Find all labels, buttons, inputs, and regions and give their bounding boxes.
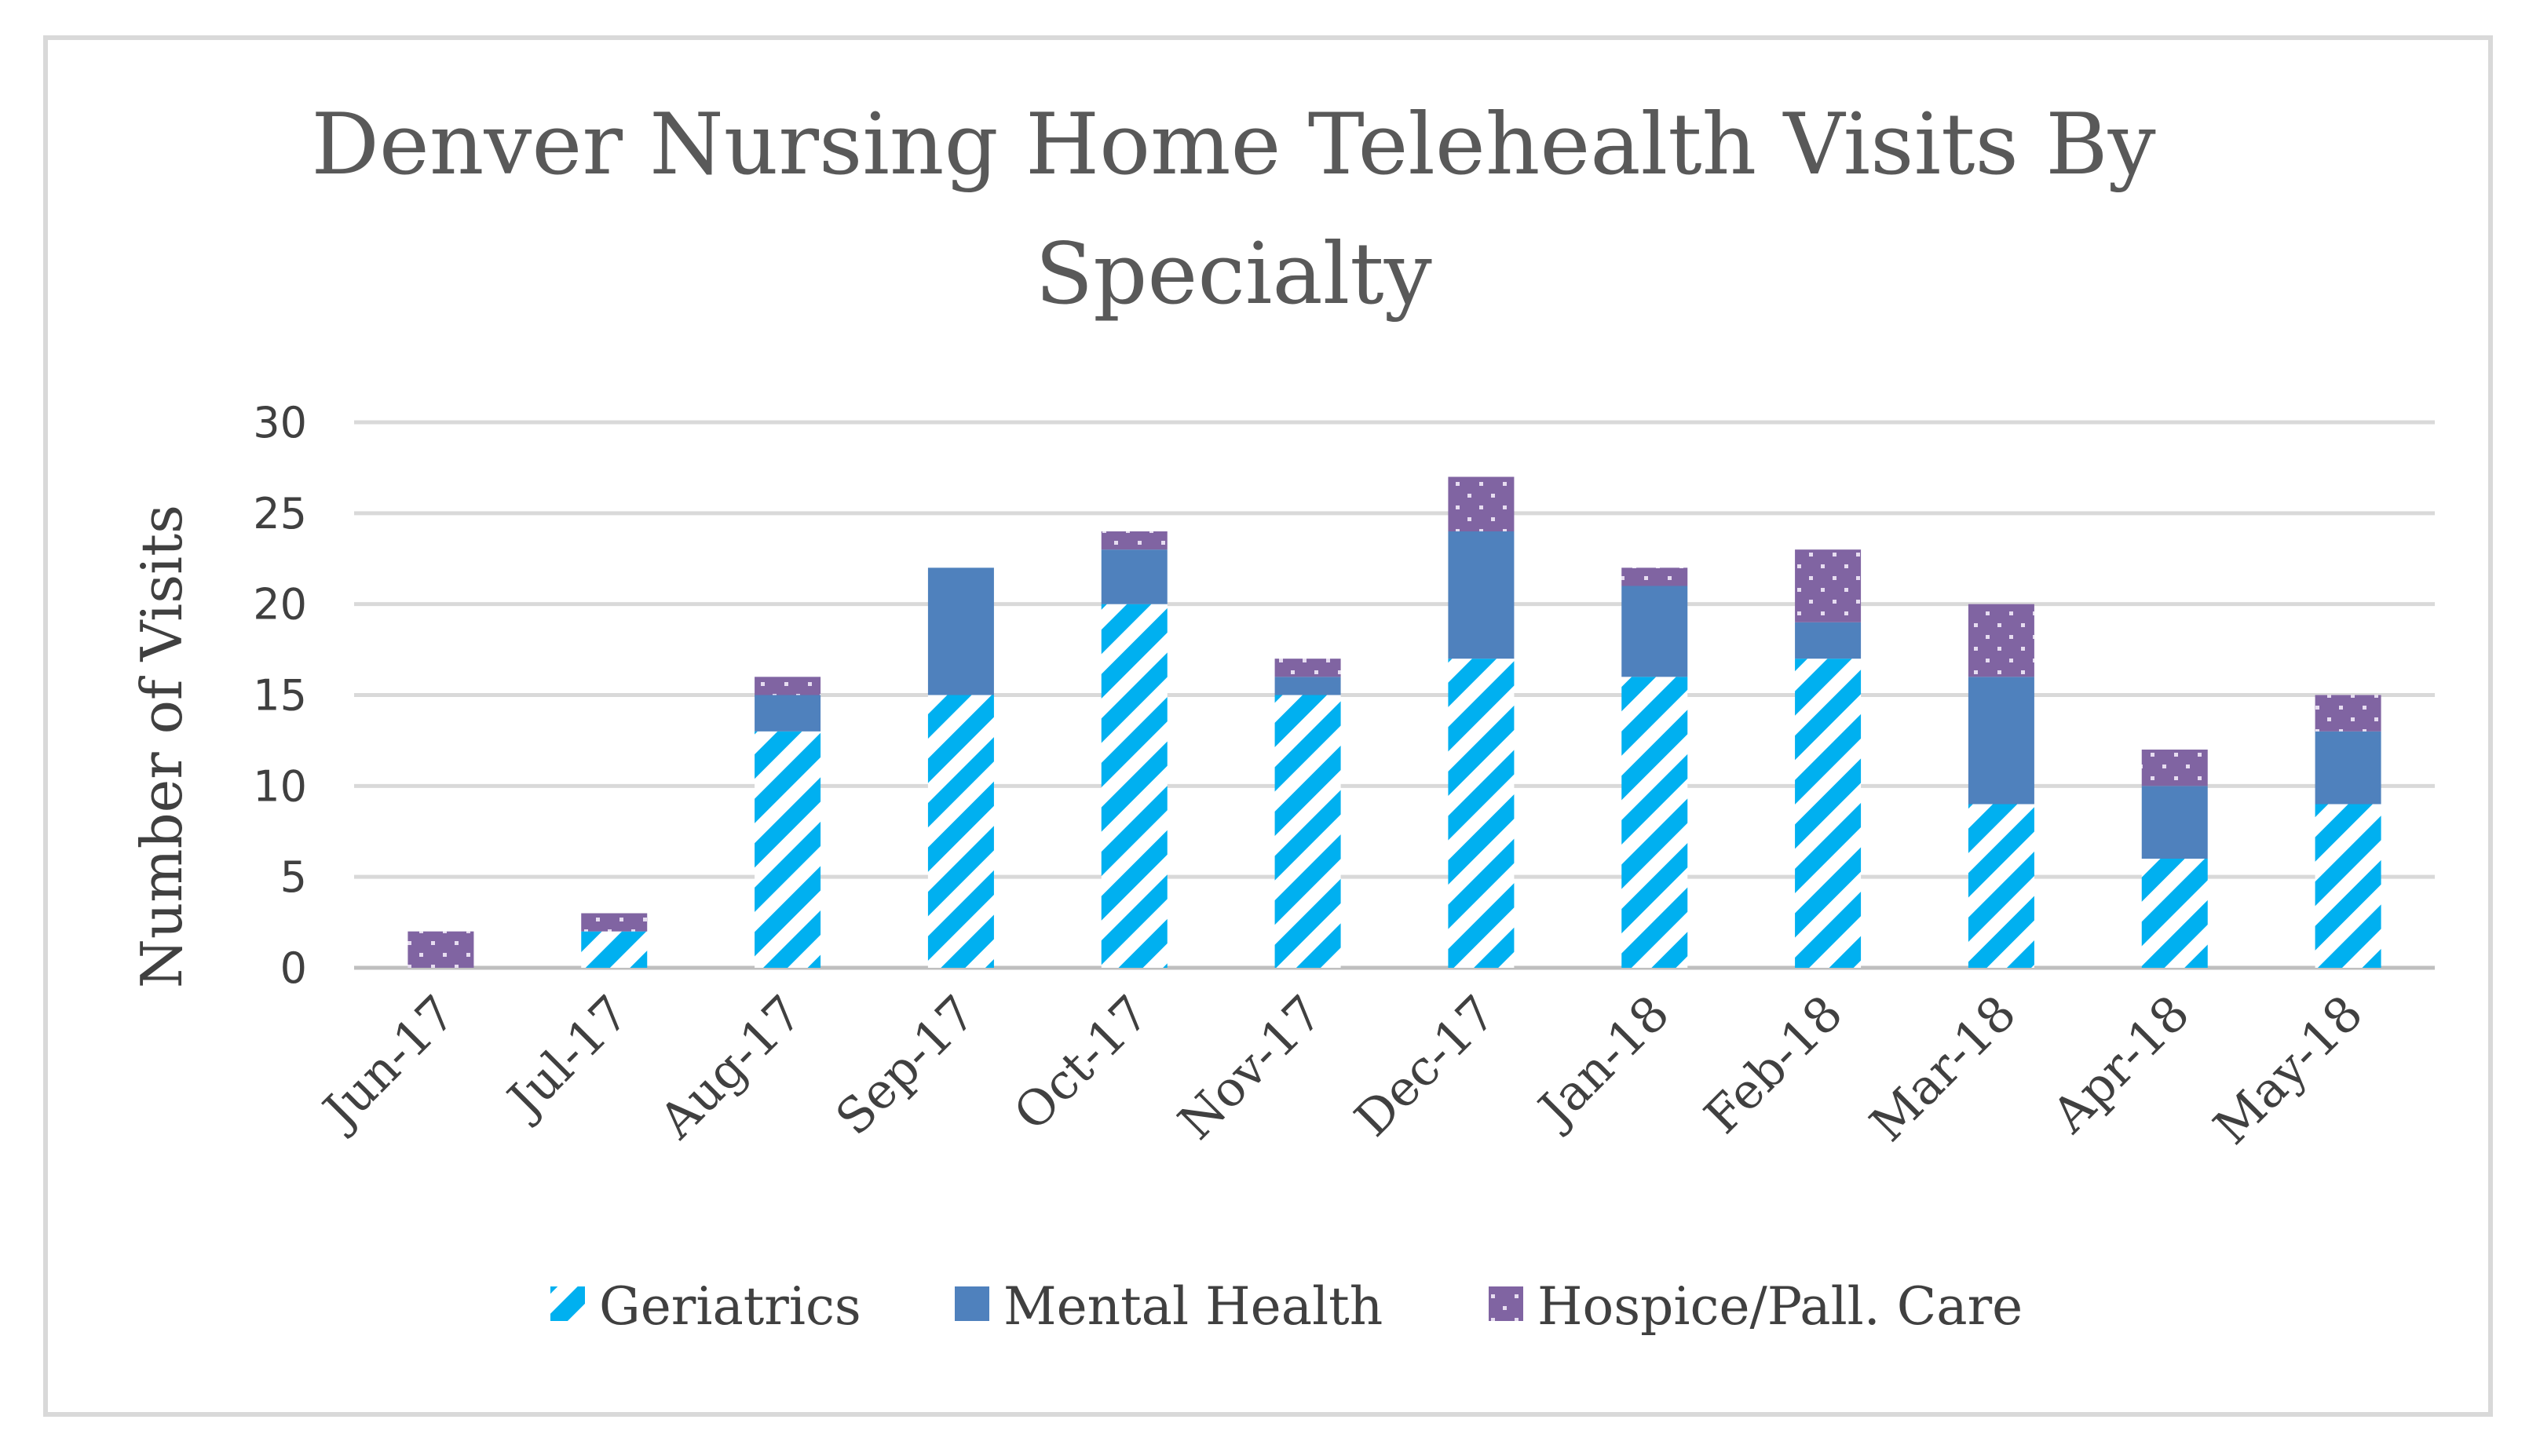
bar-segment bbox=[1101, 549, 1168, 604]
x-tick-label: Jul-17 bbox=[494, 984, 640, 1130]
bar-segment bbox=[2315, 804, 2381, 968]
bar-segment bbox=[755, 731, 821, 968]
y-tick-label: 25 bbox=[253, 489, 307, 538]
x-tick-label: Feb-18 bbox=[1693, 984, 1853, 1144]
bar-segment bbox=[2141, 750, 2208, 786]
x-tick-label: Mar-18 bbox=[1858, 984, 2027, 1152]
bar-segment bbox=[1795, 622, 1862, 659]
legend-label: Geriatrics bbox=[599, 1276, 861, 1337]
legend-swatch bbox=[550, 1286, 585, 1321]
bar-segment bbox=[927, 695, 994, 968]
bar-segment bbox=[2141, 859, 2208, 968]
bar-segment bbox=[1448, 476, 1515, 531]
legend-label: Hospice/Pall. Care bbox=[1537, 1276, 2023, 1337]
x-tick-label: Apr-18 bbox=[2041, 984, 2201, 1144]
bar-segment bbox=[1621, 586, 1688, 677]
bar-segment bbox=[1274, 659, 1341, 677]
y-tick-label: 5 bbox=[280, 852, 307, 902]
x-tick-label: Oct-17 bbox=[1003, 984, 1160, 1141]
chart-title-line1: Denver Nursing Home Telehealth Visits By bbox=[311, 96, 2155, 194]
bar-segment bbox=[1274, 677, 1341, 695]
bar-segment bbox=[1274, 695, 1341, 968]
chart-title-line2: Specialty bbox=[1035, 225, 1431, 323]
bar-segment bbox=[581, 913, 648, 932]
y-tick-label: 20 bbox=[253, 580, 307, 629]
legend-label: Mental Health bbox=[1003, 1276, 1383, 1337]
x-tick-label: Jun-17 bbox=[309, 984, 467, 1142]
bar-segment bbox=[755, 695, 821, 732]
bar-segment bbox=[1795, 659, 1862, 968]
y-tick-label: 15 bbox=[253, 671, 307, 721]
chart-svg: Denver Nursing Home Telehealth Visits By… bbox=[129, 96, 2435, 1337]
bar-segment bbox=[1968, 804, 2034, 968]
y-tick-label: 0 bbox=[280, 943, 307, 993]
bar-segment bbox=[1968, 677, 2034, 805]
x-tick-label: Nov-17 bbox=[1167, 984, 1333, 1151]
bar-segment bbox=[927, 567, 994, 695]
bar-segment bbox=[1621, 677, 1688, 968]
x-tick-label: Aug-17 bbox=[648, 984, 813, 1150]
bar-segment bbox=[1448, 531, 1515, 659]
bar-segment bbox=[2315, 731, 2381, 805]
y-tick-label: 30 bbox=[253, 398, 307, 447]
bar-segment bbox=[407, 931, 474, 968]
y-tick-label: 10 bbox=[253, 761, 307, 811]
bar-segment bbox=[755, 677, 821, 695]
x-tick-label: Sep-17 bbox=[824, 984, 986, 1146]
bar-segment bbox=[581, 931, 648, 968]
y-axis-label: Number of Visits bbox=[129, 505, 195, 988]
bar-segment bbox=[1795, 549, 1862, 622]
x-tick-label: May-18 bbox=[2202, 984, 2374, 1155]
bar-segment bbox=[1101, 531, 1168, 550]
legend-swatch bbox=[1489, 1286, 1523, 1321]
bar-segment bbox=[1968, 604, 2034, 677]
legend-swatch bbox=[955, 1286, 989, 1321]
x-tick-label: Jan-18 bbox=[1524, 984, 1679, 1140]
x-tick-label: Dec-17 bbox=[1343, 984, 1507, 1148]
bar-segment bbox=[1101, 604, 1168, 968]
bar-segment bbox=[1448, 659, 1515, 968]
chart-frame: Denver Nursing Home Telehealth Visits By… bbox=[43, 35, 2493, 1417]
bar-segment bbox=[1621, 567, 1688, 586]
bar-segment bbox=[2315, 695, 2381, 732]
bar-segment bbox=[2141, 786, 2208, 859]
